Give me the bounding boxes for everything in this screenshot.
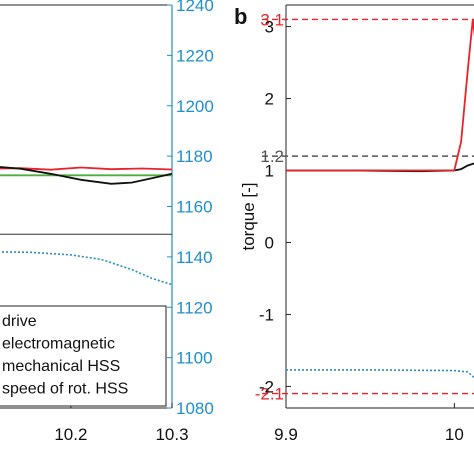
panel-a-series-line bbox=[0, 166, 173, 185]
right-y-tick-label: 1100 bbox=[176, 349, 213, 368]
right-y-tick-label: 1220 bbox=[176, 46, 214, 65]
legend-box bbox=[0, 305, 167, 407]
reference-label: 1.2 bbox=[260, 147, 284, 166]
right-y-tick-label: 1120 bbox=[176, 298, 213, 317]
y-tick-label: 3 bbox=[265, 18, 274, 37]
right-y-tick-label: 1180 bbox=[176, 147, 213, 166]
legend-entry: speed of rot. HSS bbox=[2, 381, 128, 398]
legend-entry: drive bbox=[2, 313, 37, 330]
right-y-tick-label: 1160 bbox=[176, 198, 213, 217]
right-y-tick-label: 1140 bbox=[176, 248, 213, 267]
right-y-tick-label: 1200 bbox=[176, 97, 214, 116]
reference-label: 3.1 bbox=[260, 10, 284, 29]
y-tick-label: 1 bbox=[265, 162, 274, 181]
panel-a-series-line bbox=[0, 251, 173, 286]
right-y-tick-label: 1240 bbox=[176, 0, 214, 15]
x-tick-label: 10 bbox=[445, 425, 464, 444]
y-tick-label: -1 bbox=[259, 305, 274, 324]
right-y-tick-label: 1080 bbox=[176, 399, 214, 418]
panel-b-series-line bbox=[286, 369, 474, 379]
legend-entry: mechanical HSS bbox=[2, 358, 120, 375]
panel-b-series-line bbox=[286, 19, 474, 172]
x-tick-label: 10.3 bbox=[155, 425, 188, 444]
x-tick-label: 10.2 bbox=[54, 425, 87, 444]
x-tick-label: 9.9 bbox=[274, 425, 298, 444]
panel-b-label: b bbox=[234, 4, 247, 29]
panel-a: 1240 1220 1200 1180 1160 1140 1120 1100 1080 10.2… bbox=[0, 0, 214, 444]
reference-label: -2.1 bbox=[255, 385, 284, 404]
y-axis-label: torque [-] bbox=[239, 182, 258, 250]
y-tick-label: 2 bbox=[265, 90, 274, 109]
y-tick-label: 0 bbox=[265, 233, 274, 252]
legend-entry: electromagnetic bbox=[2, 336, 115, 353]
y-tick-label: -2 bbox=[259, 377, 274, 396]
